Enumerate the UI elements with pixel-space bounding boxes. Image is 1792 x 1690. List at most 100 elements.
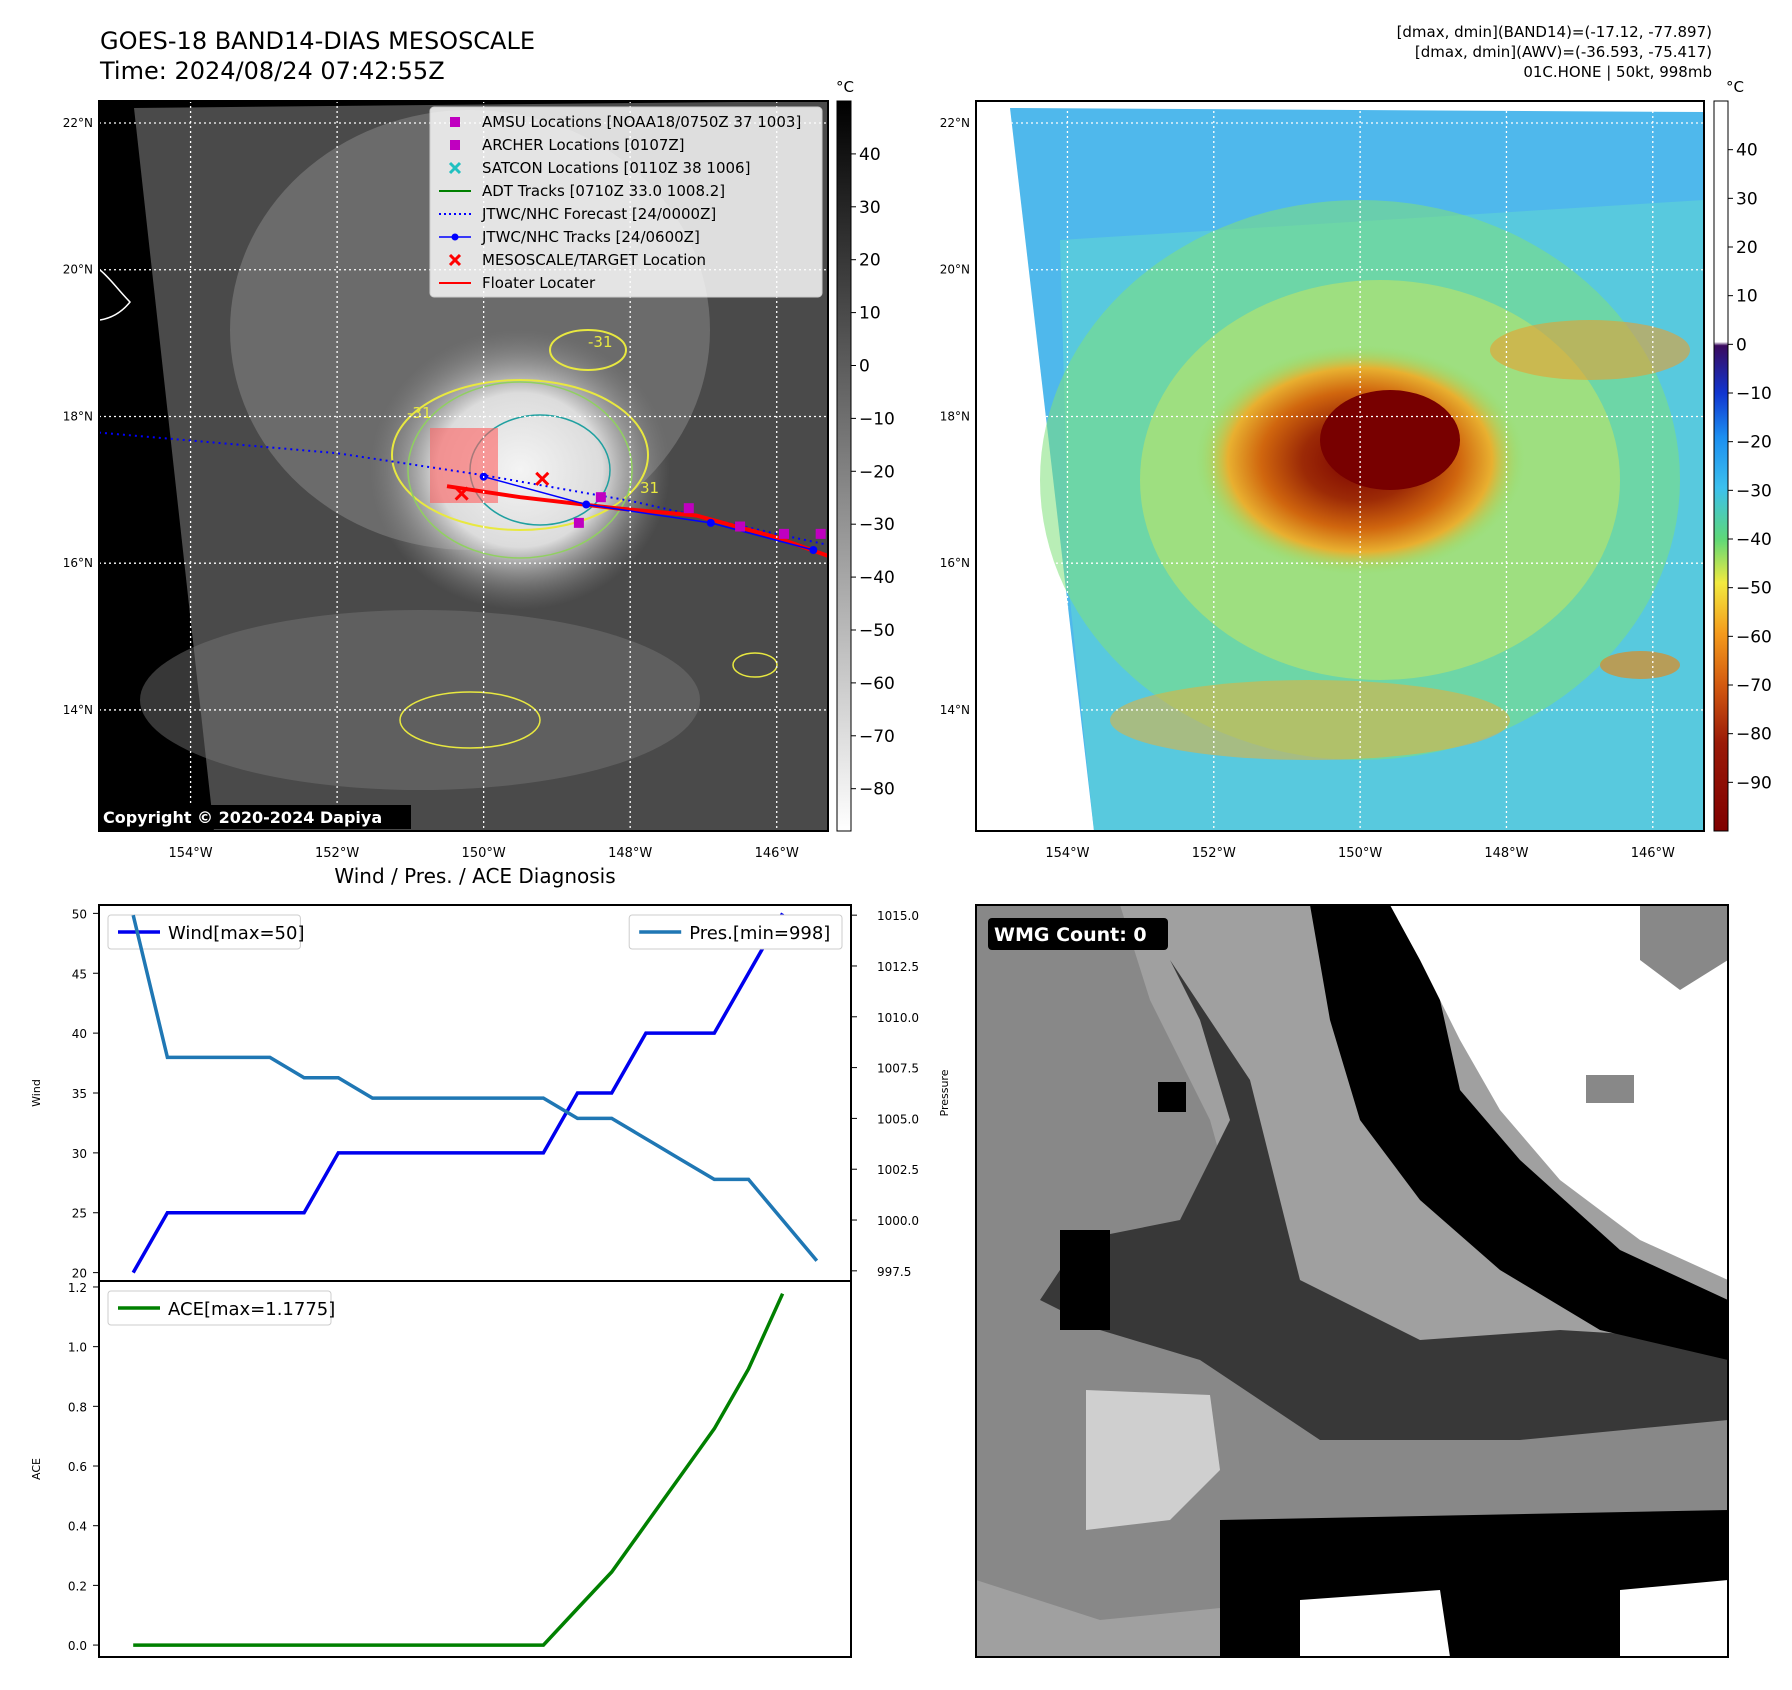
ir-legend: AMSU Locations [NOAA18/0750Z 37 1003] ARC… [429,106,823,298]
wmg-white-region [1390,905,1728,1280]
amsu-point [815,528,826,539]
jtwc-forecast-track [99,431,828,546]
y-right-tick-label: 1000.0 [877,1214,919,1228]
ir-lat-label: 20°N [63,263,93,277]
series-line [131,914,819,1262]
ir-cbar-label: −70 [859,727,895,747]
copyright-badge [99,805,411,829]
wmg-white-south [1300,1590,1450,1657]
wmg-white-southeast [1620,1580,1728,1657]
wmg-dark-band [1040,960,1728,1440]
y-right-tick-label: 997.5 [877,1265,911,1279]
wind-pressure-plot-area: 20 25 30 35 40 45 50 Wind 997.5 1000.0 1002.5 1005.… [30,907,951,1280]
legend-box [628,914,843,950]
mesoscale-target-point [454,486,469,501]
legend-label: ARCHER Locations [0107Z] [482,136,685,154]
wv-lon-label: 152°W [1192,846,1236,861]
wmg-badge-text: WMG Count: 0 [994,924,1147,946]
legend-label: MESOSCALE/TARGET Location [482,251,706,269]
legend-box [429,106,823,298]
info-band14: [dmax, dmin](BAND14)=(-17.12, -77.897) [1396,23,1712,41]
wmg-frame [975,904,1729,1658]
ir-cbar-label: −20 [859,462,895,482]
ir-axis-labels: 154°W 152°W 150°W 148°W 146°W 22°N 20°N 18°N 16°… [63,116,799,861]
ir-coastline [99,269,132,321]
amsu-point [683,503,694,514]
y-tick-label: 1.2 [68,1281,87,1295]
amsu-point [573,517,584,528]
wv-cbar-label: −20 [1736,433,1772,453]
ir-cbar-label: −40 [859,568,895,588]
info-storm: 01C.HONE | 50kt, 998mb [1523,63,1712,81]
wmg-gray-dot [1586,1075,1634,1103]
ir-cbar-label: −80 [859,780,895,800]
title-product: GOES-18 BAND14-DIAS MESOSCALE [100,27,536,55]
legend-marker [448,161,462,175]
ir-lon-label: 148°W [608,846,652,861]
legend-label: Pres.[min=998] [689,923,830,944]
ir-cbar-label: −50 [859,621,895,641]
legend-marker [450,140,460,150]
wv-lat-label: 22°N [940,116,970,130]
legend-label: Floater Locater [482,274,596,292]
ir-cbar-label: −10 [859,409,895,429]
ir-satellite-panel: -31 -31 31 AMSU Locations [NOAA18/0750Z … [63,78,895,861]
y-tick-label: 35 [72,1087,87,1101]
jtwc-track-point [706,518,715,527]
wv-colorbar-unit: °C [1726,78,1744,96]
y-tick-label: 20 [72,1267,87,1281]
wmg-gray-patch [1640,905,1728,990]
jtwc-track [483,475,814,551]
ir-cbar-label: 40 [859,145,881,165]
y-right-tick-label: 1012.5 [877,960,919,974]
wind-pressure-chart: 20 25 30 35 40 45 50 Wind 997.5 1000.0 1002.5 1005.… [30,904,951,1282]
figure-info: [dmax, dmin](BAND14)=(-17.12, -77.897) [… [1397,22,1712,82]
legend-marker [450,117,460,127]
wmg-black-band [1310,905,1728,1360]
y-right-tick-label: 1005.0 [877,1112,919,1126]
ir-cbar-label: −30 [859,515,895,535]
wv-frame [975,100,1705,832]
legend-label: ADT Tracks [0710Z 33.0 1008.2] [482,182,725,200]
ir-contour-label: -31 [588,333,613,351]
y-tick-label: 0.8 [68,1400,87,1414]
legend-label: JTWC/NHC Forecast [24/0000Z] [481,205,716,223]
ir-lat-label: 18°N [63,409,93,423]
wv-lat-label: 14°N [940,703,970,717]
y-right-tick-label: 1007.5 [877,1062,919,1076]
y-tick-label: 30 [72,1147,87,1161]
legend-label: ACE[max=1.1775] [168,1299,335,1320]
wmg-panel: WMG Count: 0 [975,904,1729,1658]
floater-track [446,484,828,558]
amsu-points [573,492,826,539]
wv-cbar-label: 40 [1736,141,1758,161]
wv-lon-label: 154°W [1045,846,1089,861]
wv-satellite-panel: °C 403020100−10−20−30−40−50−60−70−80−90 … [940,78,1772,861]
figure-title: GOES-18 BAND14-DIAS MESOSCALE Time: 2024… [100,26,535,86]
wv-lon-label: 148°W [1484,846,1528,861]
mesoscale-target-point [535,471,550,486]
wind-chart-frame [98,904,852,1282]
ir-colorbar-ticks: 40 30 20 10 0 −10 −20 −30 −40 −50 −60 −70 −80 [851,145,895,800]
ir-contour-label: -31 [407,404,432,422]
ace-chart-frame [98,1280,852,1658]
wv-cbar-label: −10 [1736,384,1772,404]
ir-cbar-label: 10 [859,304,881,324]
wv-lon-label: 150°W [1338,846,1382,861]
wmg-light-patch [1086,1390,1220,1530]
diagnosis-title: Wind / Pres. / ACE Diagnosis [334,864,615,888]
ir-storm-core [370,330,670,610]
ir-lon-label: 146°W [755,846,799,861]
wv-cbar-label: −80 [1736,725,1772,745]
ace-chart: 0.0 0.2 0.4 0.6 0.8 1.0 1.2 ACE ACE[max=1.1775] [30,1280,852,1658]
jtwc-track-point [809,546,818,555]
wv-band-east [1600,651,1680,679]
ace-plot-area: 0.0 0.2 0.4 0.6 0.8 1.0 1.2 ACE ACE[max=1.1775] [30,1281,785,1653]
y-tick-label: 0.0 [68,1639,87,1653]
wv-cbar-label: 0 [1736,335,1747,355]
title-time: Time: 2024/08/24 07:42:55Z [100,57,445,85]
wv-band-north [1490,320,1690,380]
amsu-point [595,492,606,503]
y-right-axis-label: Pressure [938,1069,951,1116]
legend-label: SATCON Locations [0110Z 38 1006] [482,159,750,177]
